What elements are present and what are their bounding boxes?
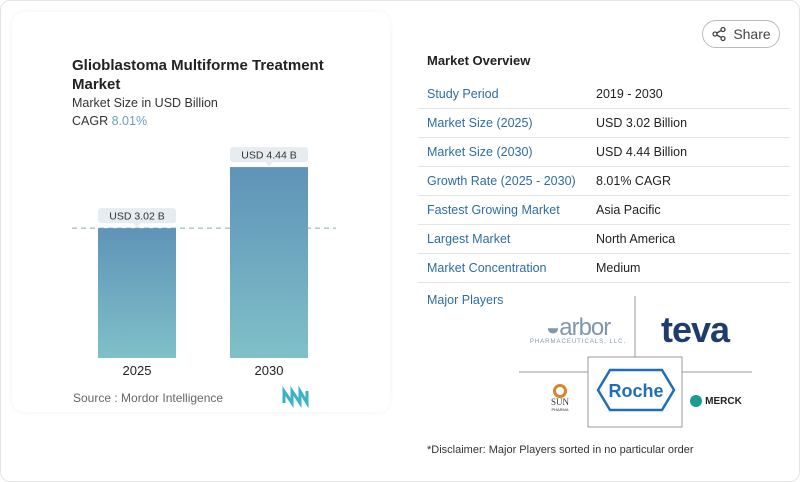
overview-row: Growth Rate (2025 - 2030) 8.01% CAGR: [418, 167, 790, 196]
cagr: CAGR 8.01%: [72, 114, 147, 128]
row-value: 2019 - 2030: [596, 87, 663, 101]
data-label-pointer: [133, 223, 141, 228]
data-label: USD 3.02 B: [109, 211, 164, 223]
row-label: Largest Market: [427, 232, 511, 246]
bar-2025: [98, 228, 176, 358]
row-value: Asia Pacific: [596, 203, 661, 217]
row-label: Market Size (2025): [427, 116, 533, 130]
cagr-label: CAGR: [72, 114, 109, 128]
share-icon: [712, 26, 726, 42]
overview-row: Fastest Growing Market Asia Pacific: [418, 196, 790, 225]
overview-title: Market Overview: [427, 53, 531, 68]
source-text: Source : Mordor Intelligence: [73, 391, 224, 405]
row-value: North America: [596, 232, 676, 246]
share-button[interactable]: Share: [702, 20, 780, 48]
data-label-pointer: [265, 162, 273, 167]
row-label: Fastest Growing Market: [427, 203, 560, 217]
teva-logo: teva: [660, 309, 730, 350]
row-value: USD 4.44 Billion: [596, 145, 688, 159]
major-players-label: Major Players: [427, 293, 504, 307]
overview-row: Largest Market North America: [418, 225, 790, 254]
disclaimer: *Disclaimer: Major Players sorted in no …: [427, 444, 694, 456]
chart-title: Glioblastoma Multiforme Treatment Market: [72, 57, 324, 93]
share-label: Share: [733, 26, 771, 42]
overview-row: Study Period 2019 - 2030: [418, 80, 790, 109]
sun-pharma-logo: SUN PHARMA: [540, 380, 580, 416]
x-tick-label: 2025: [123, 363, 152, 378]
overview-row: Market Size (2030) USD 4.44 Billion: [418, 138, 790, 167]
row-value: Medium: [596, 261, 641, 275]
row-label: Study Period: [427, 87, 499, 101]
row-label: Market Size (2030): [427, 145, 533, 159]
x-tick-label: 2030: [255, 363, 284, 378]
merck-logo: MERCK: [688, 392, 744, 410]
data-label: USD 4.44 B: [241, 150, 296, 162]
row-label: Growth Rate (2025 - 2030): [427, 174, 576, 188]
bar-2030: [230, 167, 308, 358]
chart-subtitle: Market Size in USD Billion: [72, 96, 218, 110]
chart-card: [12, 12, 390, 412]
overview-row: Market Size (2025) USD 3.02 Billion: [418, 109, 790, 138]
data-label-bg: [98, 208, 176, 224]
data-label-bg: [230, 147, 308, 163]
svg-text:Roche: Roche: [608, 381, 663, 401]
cagr-value: 8.01%: [111, 114, 148, 128]
arbor-logo: ◒arbor PHARMACEUTICALS, LLC.: [529, 314, 627, 346]
row-value: USD 3.02 Billion: [596, 116, 688, 130]
overview-row: Market Concentration Medium: [418, 254, 790, 283]
roche-logo: Roche: [596, 368, 676, 412]
row-value: 8.01% CAGR: [596, 174, 672, 188]
row-label: Market Concentration: [427, 261, 547, 275]
